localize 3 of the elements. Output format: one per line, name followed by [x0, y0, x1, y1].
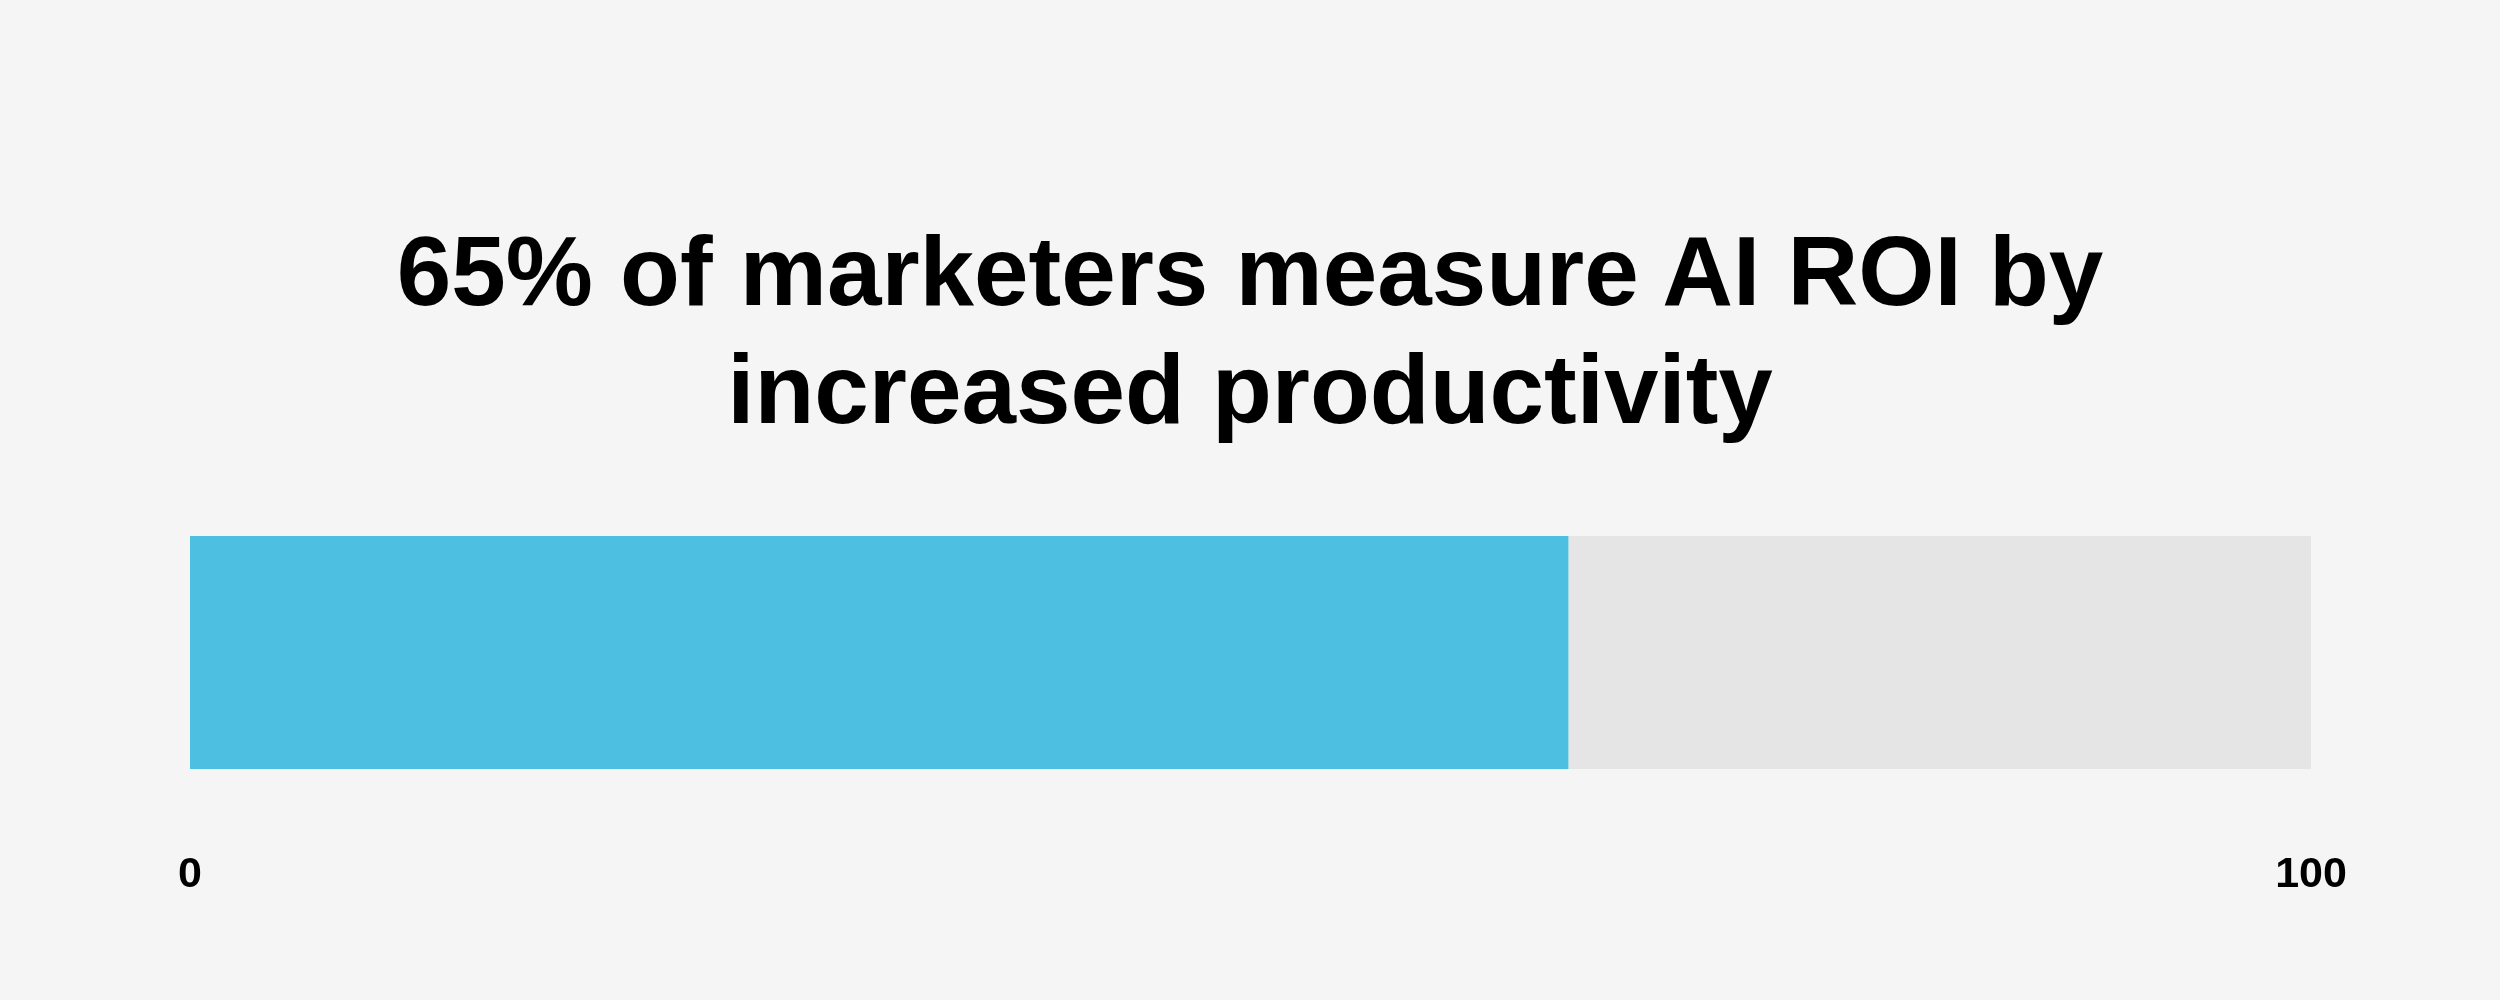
x-tick-label: 0	[178, 847, 202, 896]
x-tick-label: 100	[2275, 847, 2347, 896]
chart-title: 65% of marketers measure AI ROI by increased productivity	[395, 215, 2105, 446]
